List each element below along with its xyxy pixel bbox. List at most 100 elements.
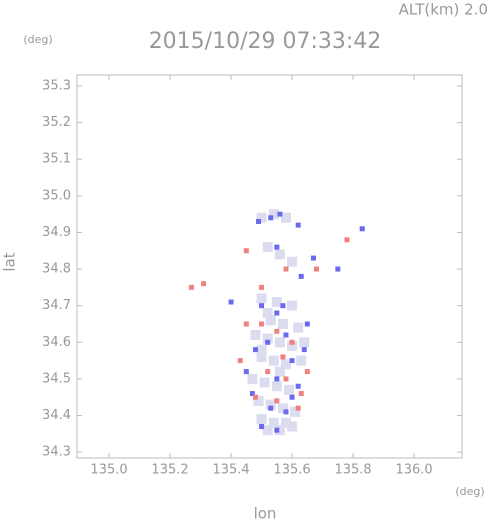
radar-cell (237, 358, 243, 364)
radar-cell (310, 255, 316, 261)
radar-cell (274, 244, 280, 250)
radar-cell (287, 421, 298, 432)
y-tick-label: 34.7 (42, 298, 71, 313)
radar-cell (256, 293, 267, 304)
radar-cell (289, 358, 295, 364)
radar-cell (295, 222, 301, 228)
radar-cell (274, 398, 280, 404)
radar-cell (262, 308, 273, 319)
plot-frame (76, 74, 463, 459)
radar-cell (301, 347, 307, 353)
radar-cell (335, 266, 341, 272)
radar-cell (274, 366, 285, 377)
radar-cell (256, 218, 262, 224)
radar-cell (280, 354, 286, 360)
radar-cell (277, 211, 283, 217)
chart-title: 2015/10/29 07:33:42 (149, 29, 382, 54)
radar-cell (268, 215, 274, 221)
radar-cell (243, 321, 249, 327)
y-tick-label: 34.5 (42, 371, 71, 386)
radar-cell (290, 406, 301, 417)
radar-cell (253, 395, 264, 406)
radar-cell (299, 337, 310, 348)
radar-cell (359, 226, 365, 232)
radar-cell (262, 242, 273, 253)
radar-cell (313, 266, 319, 272)
x-tick-label: 135.6 (273, 463, 310, 478)
radar-cell (274, 310, 280, 316)
radar-cell (256, 414, 267, 425)
x-unit: (deg) (455, 485, 484, 498)
radar-cell (304, 369, 310, 375)
radar-cell (274, 249, 285, 260)
radar-cell (243, 248, 249, 254)
y-tick-label: 35.2 (42, 115, 71, 130)
radar-cell (188, 284, 194, 290)
radar-cell (274, 337, 285, 348)
y-tick-label: 35.3 (42, 78, 71, 93)
radar-cell (268, 405, 274, 411)
radar-cell (265, 399, 276, 410)
radar-cell (265, 369, 271, 375)
radar-cell (256, 344, 267, 355)
radar-cell (287, 256, 298, 267)
radar-cell (201, 281, 207, 287)
y-unit: (deg) (23, 33, 52, 46)
x-tick-label: 135.8 (334, 463, 371, 478)
radar-cell (304, 321, 310, 327)
radar-cell (287, 340, 298, 351)
radar-cell (268, 209, 279, 220)
radar-cell (284, 384, 295, 395)
x-tick-label: 135.0 (90, 463, 127, 478)
radar-cell (265, 339, 271, 345)
y-tick-label: 34.9 (42, 225, 71, 240)
radar-cell (283, 266, 289, 272)
radar-cell (259, 321, 265, 327)
radar-cell (298, 391, 304, 397)
radar-cell (280, 359, 291, 370)
radar-cell (293, 322, 304, 333)
radar-cell (247, 373, 258, 384)
y-axis-label: lat (1, 252, 19, 271)
radar-cell (274, 425, 285, 436)
radar-cell (268, 417, 279, 428)
radar-cell (283, 376, 289, 382)
x-tick-label: 135.4 (212, 463, 249, 478)
radar-cell (259, 284, 265, 290)
x-axis-label: lon (254, 505, 277, 521)
radar-cell (296, 355, 307, 366)
radar-cell (256, 351, 267, 362)
radar-cell (277, 403, 288, 414)
radar-cell (265, 315, 276, 326)
altitude-label: ALT(km) 2.0 (399, 1, 488, 19)
radar-cell (289, 394, 295, 400)
y-tick-label: 34.4 (42, 408, 71, 423)
radar-cell (243, 369, 249, 375)
y-tick-label: 34.6 (42, 335, 71, 350)
radar-cell (250, 329, 261, 340)
radar-cell (283, 409, 289, 415)
radar-cell (280, 417, 291, 428)
radar-cell (259, 303, 265, 309)
x-tick-label: 135.2 (151, 463, 188, 478)
radar-cell (271, 297, 282, 308)
radar-cell (228, 299, 234, 305)
y-tick-label: 34.8 (42, 262, 71, 277)
radar-cell (262, 425, 273, 436)
y-tick-label: 34.3 (42, 445, 71, 460)
radar-cell (252, 394, 258, 400)
y-tick-label: 35.1 (42, 152, 71, 167)
radar-cell (271, 381, 282, 392)
y-tick-label: 35.0 (42, 188, 71, 203)
radar-cell (259, 424, 265, 430)
radar-cell (280, 212, 291, 223)
radar-cell (259, 377, 270, 388)
radar-cell (344, 237, 350, 243)
radar-cell (262, 333, 273, 344)
radar-cell (283, 332, 289, 338)
radar-cell (249, 391, 255, 397)
radar-cell (274, 427, 280, 433)
radar-cell (298, 273, 304, 279)
radar-cell (295, 405, 301, 411)
